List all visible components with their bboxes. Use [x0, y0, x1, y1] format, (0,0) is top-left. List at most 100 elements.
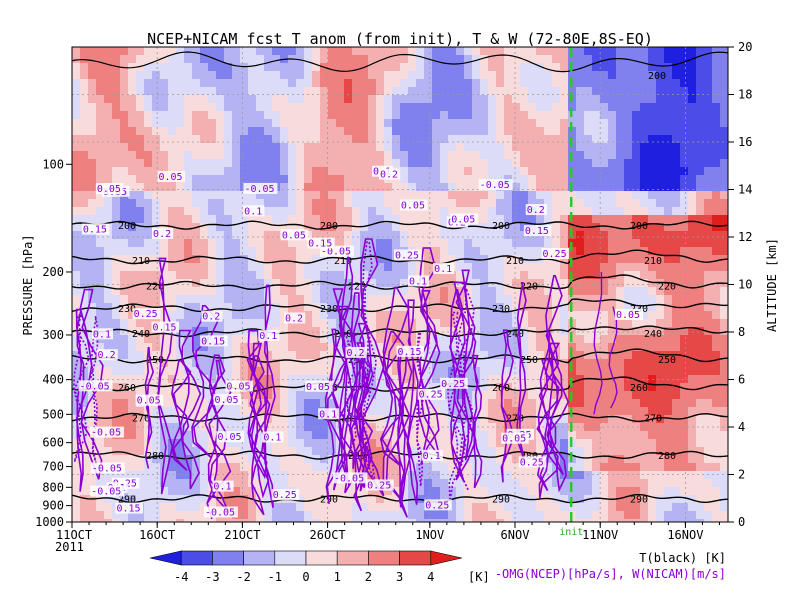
anomaly-cell: [384, 407, 393, 416]
anomaly-cell: [616, 503, 625, 512]
anomaly-cell: [640, 111, 649, 120]
anomaly-cell: [520, 111, 529, 120]
anomaly-cell: [536, 111, 545, 120]
anomaly-cell: [312, 447, 321, 456]
anomaly-cell: [440, 327, 449, 336]
anomaly-cell: [640, 319, 649, 328]
anomaly-cell: [200, 135, 209, 144]
anomaly-cell: [592, 247, 601, 256]
anomaly-cell: [320, 47, 329, 56]
anomaly-cell: [424, 199, 433, 208]
anomaly-cell: [632, 383, 641, 392]
anomaly-cell: [456, 127, 465, 136]
anomaly-cell: [184, 183, 193, 192]
anomaly-cell: [624, 407, 633, 416]
anomaly-cell: [232, 367, 241, 376]
anomaly-cell: [592, 327, 601, 336]
anomaly-cell: [128, 455, 137, 464]
anomaly-cell: [672, 87, 681, 96]
omega-contour: [248, 355, 265, 516]
anomaly-cell: [696, 95, 705, 104]
anomaly-cell: [720, 503, 728, 512]
anomaly-cell: [104, 239, 113, 248]
anomaly-cell: [424, 119, 433, 128]
anomaly-cell: [640, 87, 649, 96]
anomaly-cell: [128, 55, 137, 64]
anomaly-cell: [208, 263, 217, 272]
anomaly-cell: [432, 495, 441, 504]
anomaly-cell: [384, 207, 393, 216]
anomaly-cell: [248, 127, 257, 136]
anomaly-cell: [184, 79, 193, 88]
anomaly-cell: [144, 319, 153, 328]
anomaly-cell: [592, 71, 601, 80]
anomaly-cell: [360, 191, 369, 200]
anomaly-cell: [368, 79, 377, 88]
anomaly-cell: [216, 191, 225, 200]
anomaly-cell: [632, 295, 641, 304]
anomaly-cell: [544, 463, 553, 472]
anomaly-cell: [648, 343, 657, 352]
anomaly-cell: [552, 239, 561, 248]
anomaly-cell: [344, 143, 353, 152]
anomaly-cell: [720, 383, 728, 392]
anomaly-cell: [680, 223, 689, 232]
anomaly-cell: [264, 495, 273, 504]
anomaly-cell: [432, 111, 441, 120]
anomaly-cell: [520, 71, 529, 80]
anomaly-cell: [88, 111, 97, 120]
anomaly-cell: [104, 343, 113, 352]
anomaly-cell: [720, 487, 728, 496]
anomaly-cell: [440, 79, 449, 88]
anomaly-cell: [336, 87, 345, 96]
anomaly-cell: [336, 335, 345, 344]
anomaly-cell: [168, 263, 177, 272]
anomaly-cell: [216, 183, 225, 192]
anomaly-cell: [192, 135, 201, 144]
anomaly-cell: [528, 311, 537, 320]
anomaly-cell: [384, 431, 393, 440]
anomaly-cell: [424, 135, 433, 144]
anomaly-cell: [392, 95, 401, 104]
anomaly-cell: [160, 383, 169, 392]
anomaly-cell: [528, 63, 537, 72]
anomaly-cell: [528, 199, 537, 208]
anomaly-cell: [592, 495, 601, 504]
anomaly-cell: [184, 127, 193, 136]
anomaly-cell: [392, 71, 401, 80]
anomaly-cell: [512, 143, 521, 152]
anomaly-cell: [264, 319, 273, 328]
anomaly-cell: [576, 359, 585, 368]
anomaly-cell: [608, 103, 617, 112]
anomaly-cell: [688, 191, 697, 200]
anomaly-cell: [296, 287, 305, 296]
anomaly-cell: [448, 239, 457, 248]
anomaly-cell: [232, 191, 241, 200]
anomaly-cell: [680, 215, 689, 224]
anomaly-cell: [280, 143, 289, 152]
anomaly-cell: [264, 127, 273, 136]
anomaly-cell: [264, 487, 273, 496]
anomaly-cell: [120, 519, 129, 522]
anomaly-cell: [448, 175, 457, 184]
anomaly-cell: [312, 367, 321, 376]
anomaly-cell: [88, 175, 97, 184]
anomaly-cell: [184, 167, 193, 176]
anomaly-cell: [440, 71, 449, 80]
anomaly-cell: [304, 487, 313, 496]
anomaly-cell: [176, 103, 185, 112]
anomaly-cell: [312, 263, 321, 272]
anomaly-cell: [624, 447, 633, 456]
anomaly-cell: [568, 415, 577, 424]
anomaly-cell: [80, 439, 89, 448]
anomaly-cell: [600, 351, 609, 360]
anomaly-cell: [320, 71, 329, 80]
anomaly-cell: [112, 455, 121, 464]
anomaly-cell: [312, 487, 321, 496]
anomaly-cell: [184, 135, 193, 144]
anomaly-cell: [336, 183, 345, 192]
anomaly-cell: [200, 127, 209, 136]
anomaly-cell: [536, 271, 545, 280]
anomaly-cell: [664, 439, 673, 448]
anomaly-cell: [664, 295, 673, 304]
